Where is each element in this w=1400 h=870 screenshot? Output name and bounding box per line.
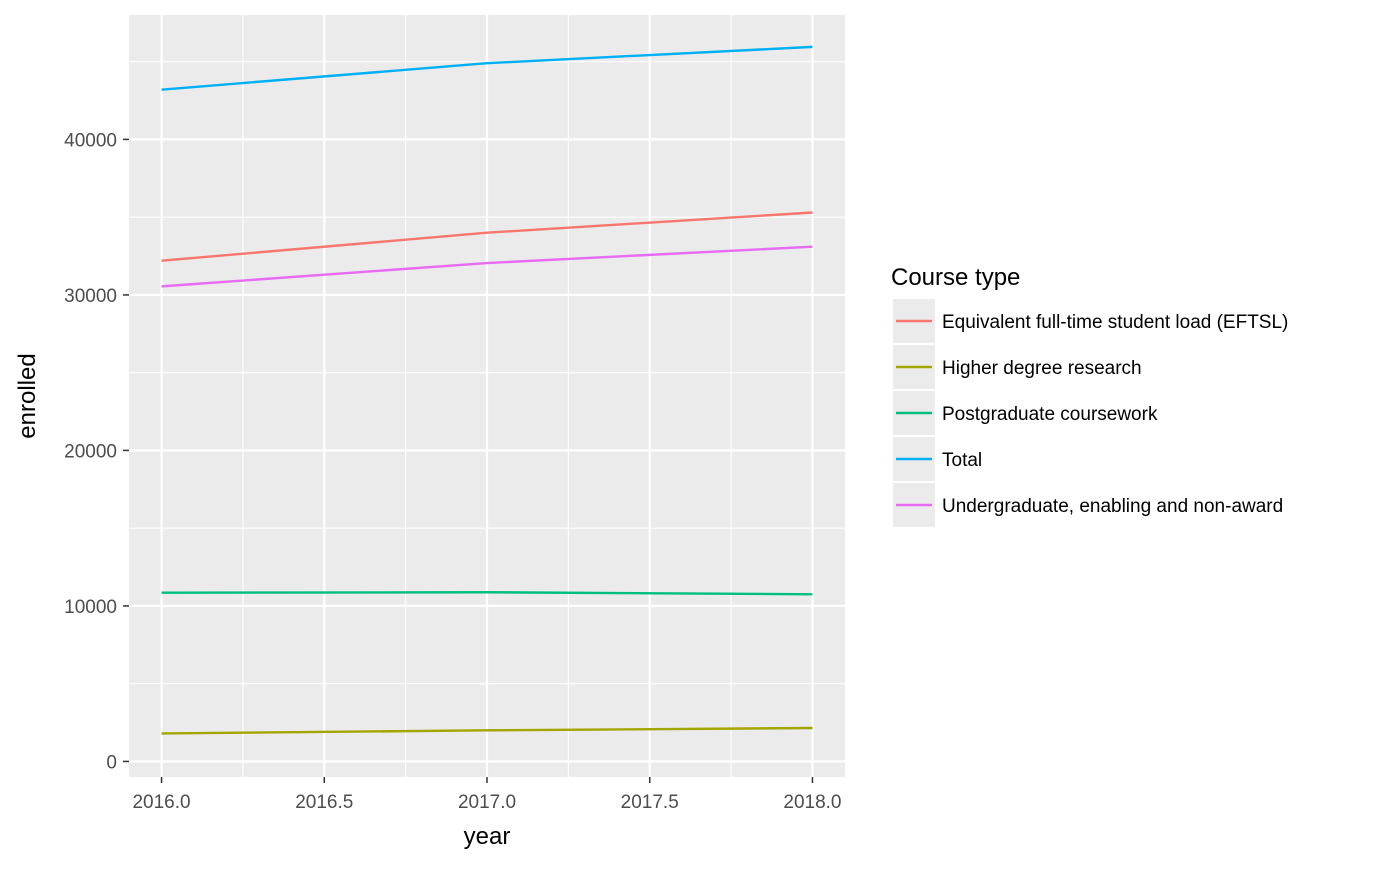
legend-label: Higher degree research bbox=[942, 358, 1142, 379]
legend-label: Undergraduate, enabling and non-award bbox=[942, 496, 1283, 517]
series-line bbox=[161, 245, 813, 288]
series-line bbox=[161, 591, 813, 596]
legend-label: Equivalent full-time student load (EFTSL… bbox=[942, 312, 1288, 333]
legend-title: Course type bbox=[891, 264, 1020, 291]
y-tick-label: 0 bbox=[106, 752, 117, 773]
x-tick-label: 2017.0 bbox=[458, 792, 516, 813]
y-tick-label: 40000 bbox=[64, 130, 117, 151]
x-tick-label: 2018.0 bbox=[783, 792, 841, 813]
legend-label: Postgraduate coursework bbox=[942, 404, 1158, 425]
x-axis: 2016.0 2016.5 2017.0 2017.5 2018.0 bbox=[132, 777, 842, 813]
x-tick-label: 2016.0 bbox=[132, 792, 190, 813]
y-tick-label: 30000 bbox=[64, 286, 117, 307]
y-axis: 0 10000 20000 30000 40000 bbox=[64, 130, 129, 773]
x-tick-label: 2017.5 bbox=[621, 792, 679, 813]
y-tick-label: 10000 bbox=[64, 597, 117, 618]
y-axis-label: enrolled bbox=[14, 353, 41, 438]
series-line bbox=[161, 726, 813, 735]
series-line bbox=[161, 45, 813, 91]
legend-label: Total bbox=[942, 450, 982, 471]
x-tick-label: 2016.5 bbox=[295, 792, 353, 813]
legend: Course type Equivalent full-time student… bbox=[891, 264, 1288, 527]
x-axis-label: year bbox=[464, 823, 511, 850]
series-line bbox=[161, 211, 813, 262]
major-gridlines bbox=[129, 15, 845, 777]
y-tick-label: 20000 bbox=[64, 441, 117, 462]
series-lines bbox=[161, 45, 813, 735]
